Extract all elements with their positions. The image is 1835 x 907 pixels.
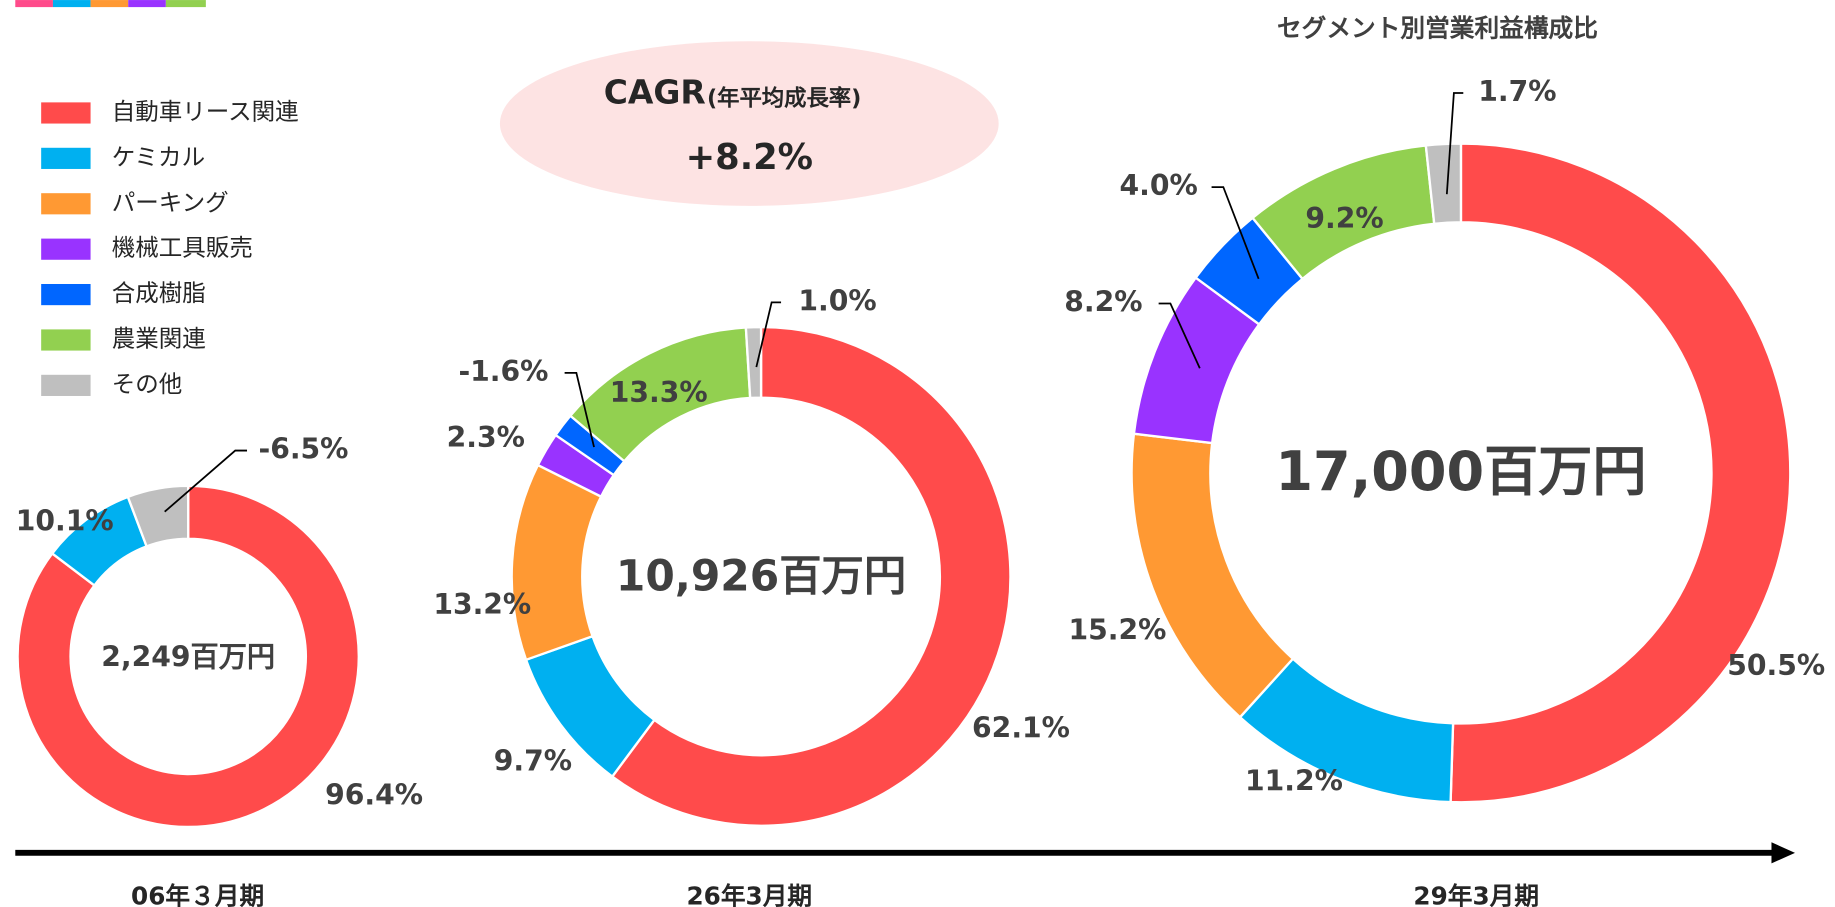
donut-slice [1424,142,1463,226]
legend-label: 機械工具販売 [112,234,253,262]
data-label: 13.2% [433,588,531,621]
data-label: 9.7% [494,744,572,777]
cagr-value: +8.2% [686,137,813,178]
data-label: 8.2% [1064,286,1142,319]
legend-swatch [41,193,91,215]
data-label: 10.1% [16,504,114,537]
data-label: 50.5% [1727,649,1825,682]
period-label: 06年３月期 [131,882,264,907]
cagr-label: CAGR [604,73,706,112]
legend-swatch [41,283,91,306]
data-label: 9.2% [1305,202,1383,235]
data-label: 62.1% [972,711,1070,744]
donut-slice [1130,432,1295,719]
timeline-arrow [1771,842,1796,864]
legend-label: 自動車リース関連 [112,97,299,125]
center-label: 2,249百万円 [101,641,275,674]
leader-line [564,372,595,448]
data-label: -6.5% [258,433,348,466]
cagr-bubble [499,41,999,206]
data-label: 2.3% [447,421,525,454]
donut-slice [510,463,603,662]
data-label: 1.0% [798,284,876,317]
legend-label: 合成樹脂 [112,279,206,307]
donut-slice [744,325,763,400]
period-label: 29年3月期 [1413,882,1539,907]
legend-swatch [41,329,91,351]
leader-line [755,301,782,368]
legend-label: 農業関連 [112,324,206,352]
data-label: 11.2% [1245,764,1343,797]
data-label: 96.4% [325,778,423,811]
legend-swatch [41,374,91,396]
donut-slice [126,484,190,548]
center-label: 10,926百万円 [616,551,906,600]
donut-slice [1449,142,1792,804]
leader-line [1211,186,1260,280]
cagr-sublabel: (年平均成長率) [707,84,861,111]
top-stripe [15,0,206,8]
data-label: 15.2% [1069,614,1167,647]
donut-slice [610,325,1012,827]
leader-line [164,449,248,513]
legend-swatch [41,102,91,124]
leader-line [1158,302,1201,369]
legend-label: ケミカル [112,143,205,171]
donut-slice [16,484,360,829]
data-label: 13.3% [610,376,708,409]
leader-line [1445,92,1464,195]
data-label: 1.7% [1478,75,1556,108]
data-label: -1.6% [458,355,548,388]
chart-title: セグメント別営業利益構成比 [1277,13,1598,42]
period-label: 26年3月期 [686,882,812,907]
legend-swatch [41,238,91,260]
legend-swatch [41,147,91,169]
center-label: 17,000百万円 [1275,440,1646,503]
legend-label: パーキング [112,188,229,216]
legend-label: その他 [112,370,183,398]
data-label: 4.0% [1120,169,1198,202]
